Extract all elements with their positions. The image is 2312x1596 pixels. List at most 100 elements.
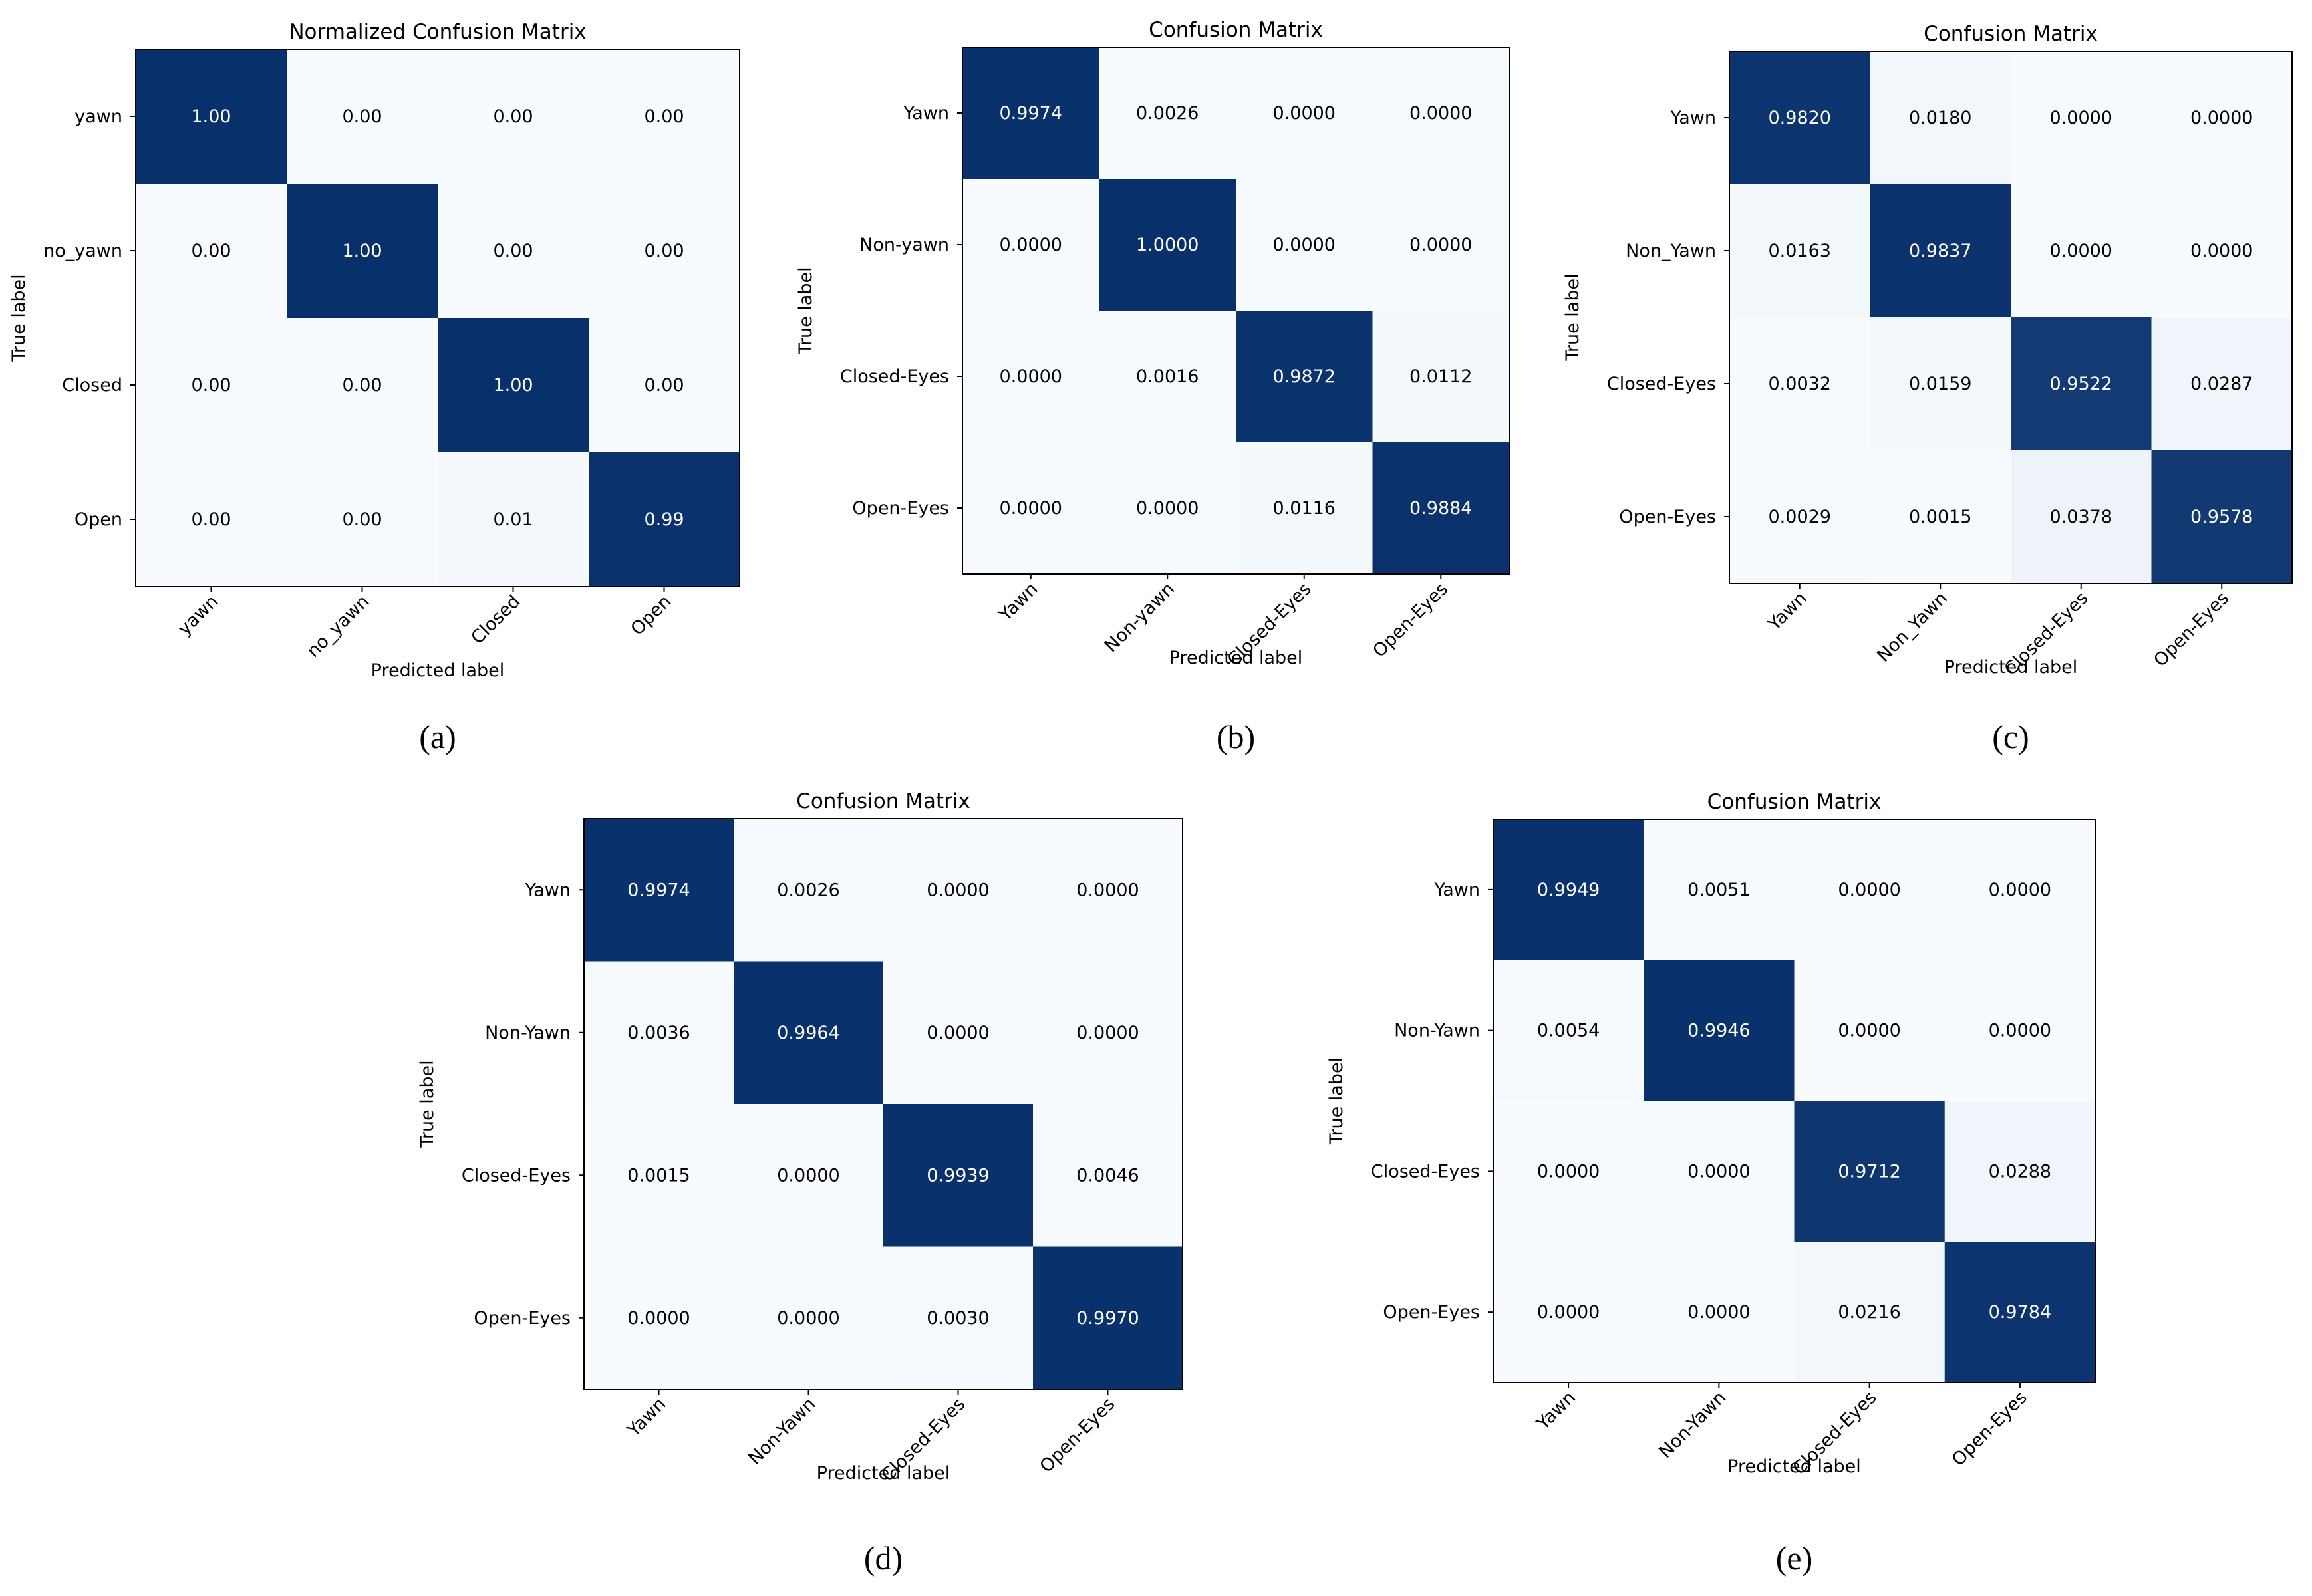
matrix-cell [962, 442, 1099, 575]
panel-caption: (d) [864, 1539, 903, 1577]
x-tick-label: Open-Eyes [1369, 579, 1452, 662]
cell-value-label: 0.0000 [1687, 1161, 1750, 1182]
matrix-cell [2011, 184, 2152, 318]
cell-value-label: 0.9712 [1838, 1161, 1900, 1182]
cell-value-label: 0.0288 [1989, 1161, 2051, 1182]
cell-value-label: 0.9522 [2050, 374, 2112, 394]
matrix-cell [1870, 51, 2011, 185]
panel-caption: (a) [419, 718, 456, 755]
cell-value-label: 0.0000 [1838, 1021, 1900, 1041]
cell-value-label: 0.0000 [1076, 880, 1139, 900]
y-axis-label: True label [417, 1060, 438, 1148]
matrix-cell [584, 1104, 734, 1247]
matrix-cell [1944, 1242, 2096, 1383]
matrix-cell [883, 1104, 1034, 1247]
cell-value-label: 0.0159 [1909, 374, 1971, 394]
y-tick-label: yawn [74, 106, 122, 127]
matrix-cell [1794, 819, 1946, 961]
matrix-cell [1944, 960, 2096, 1101]
cell-value-label: 0.0116 [1273, 498, 1336, 519]
matrix-cell [1644, 960, 1795, 1101]
matrix-cell [1870, 184, 2011, 318]
chart-title: Confusion Matrix [1149, 18, 1323, 42]
matrix-cell [1794, 1101, 1946, 1242]
cell-value-label: 0.0000 [1273, 103, 1336, 124]
cell-value-label: 0.0000 [1537, 1161, 1600, 1182]
matrix-cell [1236, 179, 1373, 311]
y-tick-label: Closed-Eyes [1371, 1161, 1480, 1182]
y-tick-label: Closed-Eyes [1607, 374, 1716, 394]
cell-value-label: 0.00 [644, 241, 684, 261]
panel-caption: (b) [1217, 718, 1255, 755]
matrix-cell [2151, 51, 2293, 185]
matrix-cell [1033, 819, 1183, 962]
matrix-cell [438, 184, 589, 319]
x-tick-label: Yawn [1532, 1387, 1580, 1434]
cell-value-label: 0.0000 [1687, 1302, 1750, 1323]
cell-value-label: 0.0000 [1537, 1302, 1600, 1323]
matrix-cell [2151, 450, 2293, 584]
matrix-cell [589, 49, 740, 184]
matrix-cell [962, 179, 1099, 311]
matrix-cell [1644, 819, 1795, 961]
x-tick-label: Non-Yawn [744, 1394, 819, 1469]
cell-value-label: 0.0000 [777, 1165, 839, 1186]
chart-title: Confusion Matrix [1707, 790, 1882, 814]
x-tick-label: Yawn [995, 579, 1042, 626]
matrix-cell [584, 961, 734, 1105]
cell-value-label: 0.01 [493, 509, 533, 530]
y-tick-label: Closed-Eyes [840, 366, 949, 387]
matrix-cell [136, 184, 287, 319]
cell-value-label: 0.0000 [1273, 235, 1336, 255]
cell-value-label: 0.0015 [627, 1165, 690, 1186]
chart-title: Confusion Matrix [1924, 22, 2098, 46]
cell-value-label: 0.9964 [777, 1023, 839, 1043]
cell-value-label: 0.00 [493, 241, 533, 261]
confusion-matrix-panel: 0.9820 0.0180 0.0000 0.0000 0.0163 0.9837 0.00… [1562, 22, 2293, 755]
cell-value-label: 0.9939 [927, 1165, 989, 1186]
y-tick-label: Open-Eyes [474, 1308, 571, 1329]
x-axis-label: Predicted label [1169, 648, 1303, 668]
cell-value-label: 0.9578 [2190, 507, 2253, 527]
x-tick-label: Open-Eyes [1948, 1387, 2031, 1470]
x-tick-label: Open [627, 591, 676, 640]
cell-value-label: 0.0000 [1076, 1023, 1139, 1043]
matrix-cell [1944, 1101, 2096, 1242]
matrix-cell [438, 452, 589, 587]
matrix-cell [1729, 450, 1870, 584]
matrix-cell [883, 961, 1034, 1105]
cell-value-label: 0.9784 [1989, 1302, 2051, 1323]
cell-value-label: 0.00 [191, 509, 231, 530]
matrix-cell [136, 49, 287, 184]
x-axis-label: Predicted label [1944, 657, 2078, 678]
chart-title: Normalized Confusion Matrix [289, 20, 586, 44]
matrix-cell [287, 49, 438, 184]
matrix-cell [1870, 450, 2011, 584]
cell-value-label: 0.9837 [1909, 241, 1971, 261]
cell-value-label: 0.0000 [1136, 498, 1199, 519]
cell-value-label: 0.0046 [1076, 1165, 1139, 1186]
cell-value-label: 0.0051 [1687, 880, 1750, 900]
matrix-cell [2151, 317, 2293, 451]
y-axis-label: True label [9, 274, 29, 362]
matrix-cell [136, 318, 287, 453]
cell-value-label: 0.0000 [1989, 880, 2051, 900]
matrix-cell [1372, 311, 1510, 443]
cell-value-label: 0.0016 [1136, 366, 1199, 387]
matrix-cell [287, 452, 438, 587]
cell-value-label: 0.9974 [1000, 103, 1062, 124]
cell-value-label: 0.9946 [1687, 1021, 1750, 1041]
panel-caption: (c) [1992, 718, 2029, 755]
matrix-cell [136, 452, 287, 587]
cell-value-label: 0.0032 [1769, 374, 1831, 394]
matrix-cell [1099, 311, 1236, 443]
matrix-cell [1033, 1246, 1183, 1390]
x-tick-label: Yawn [623, 1394, 670, 1441]
cell-value-label: 0.0015 [1909, 507, 1971, 527]
cell-value-label: 0.0030 [927, 1308, 989, 1329]
matrix-cell [589, 452, 740, 587]
matrix-cell [1794, 1242, 1946, 1383]
y-tick-label: Non-Yawn [1394, 1021, 1480, 1041]
cell-value-label: 0.0000 [2190, 108, 2253, 128]
